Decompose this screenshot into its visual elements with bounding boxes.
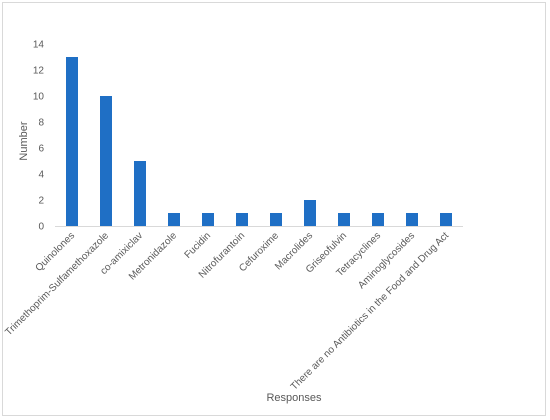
y-tick-label: 4 <box>38 170 44 181</box>
bar <box>338 213 350 226</box>
x-axis-ticks: QuinolonesTrimethoprim-Sulfamethoxazolec… <box>3 230 451 393</box>
y-tick-label: 8 <box>38 118 44 129</box>
x-tick-label: Fucidin <box>183 230 214 261</box>
y-tick-label: 12 <box>33 66 45 77</box>
bar <box>406 213 418 226</box>
bars <box>66 57 452 226</box>
y-axis-title: Number <box>18 121 30 160</box>
x-axis-title: Responses <box>266 392 322 404</box>
bar <box>134 161 146 226</box>
y-tick-label: 10 <box>33 92 45 103</box>
y-tick-label: 0 <box>38 222 44 233</box>
y-tick-label: 14 <box>33 40 45 51</box>
chart-frame <box>2 2 546 416</box>
y-tick-label: 2 <box>38 196 44 207</box>
bar <box>372 213 384 226</box>
bar <box>304 200 316 226</box>
bar <box>66 57 78 226</box>
bar <box>270 213 282 226</box>
bar <box>168 213 180 226</box>
bar <box>100 96 112 226</box>
bar <box>440 213 452 226</box>
bar <box>236 213 248 226</box>
bar <box>202 213 214 226</box>
y-tick-label: 6 <box>38 144 44 155</box>
y-axis-ticks: 0 2 4 6 8 10 12 14 <box>33 40 45 233</box>
x-tick-label: There are no Antibiotics in the Food and… <box>289 230 451 392</box>
